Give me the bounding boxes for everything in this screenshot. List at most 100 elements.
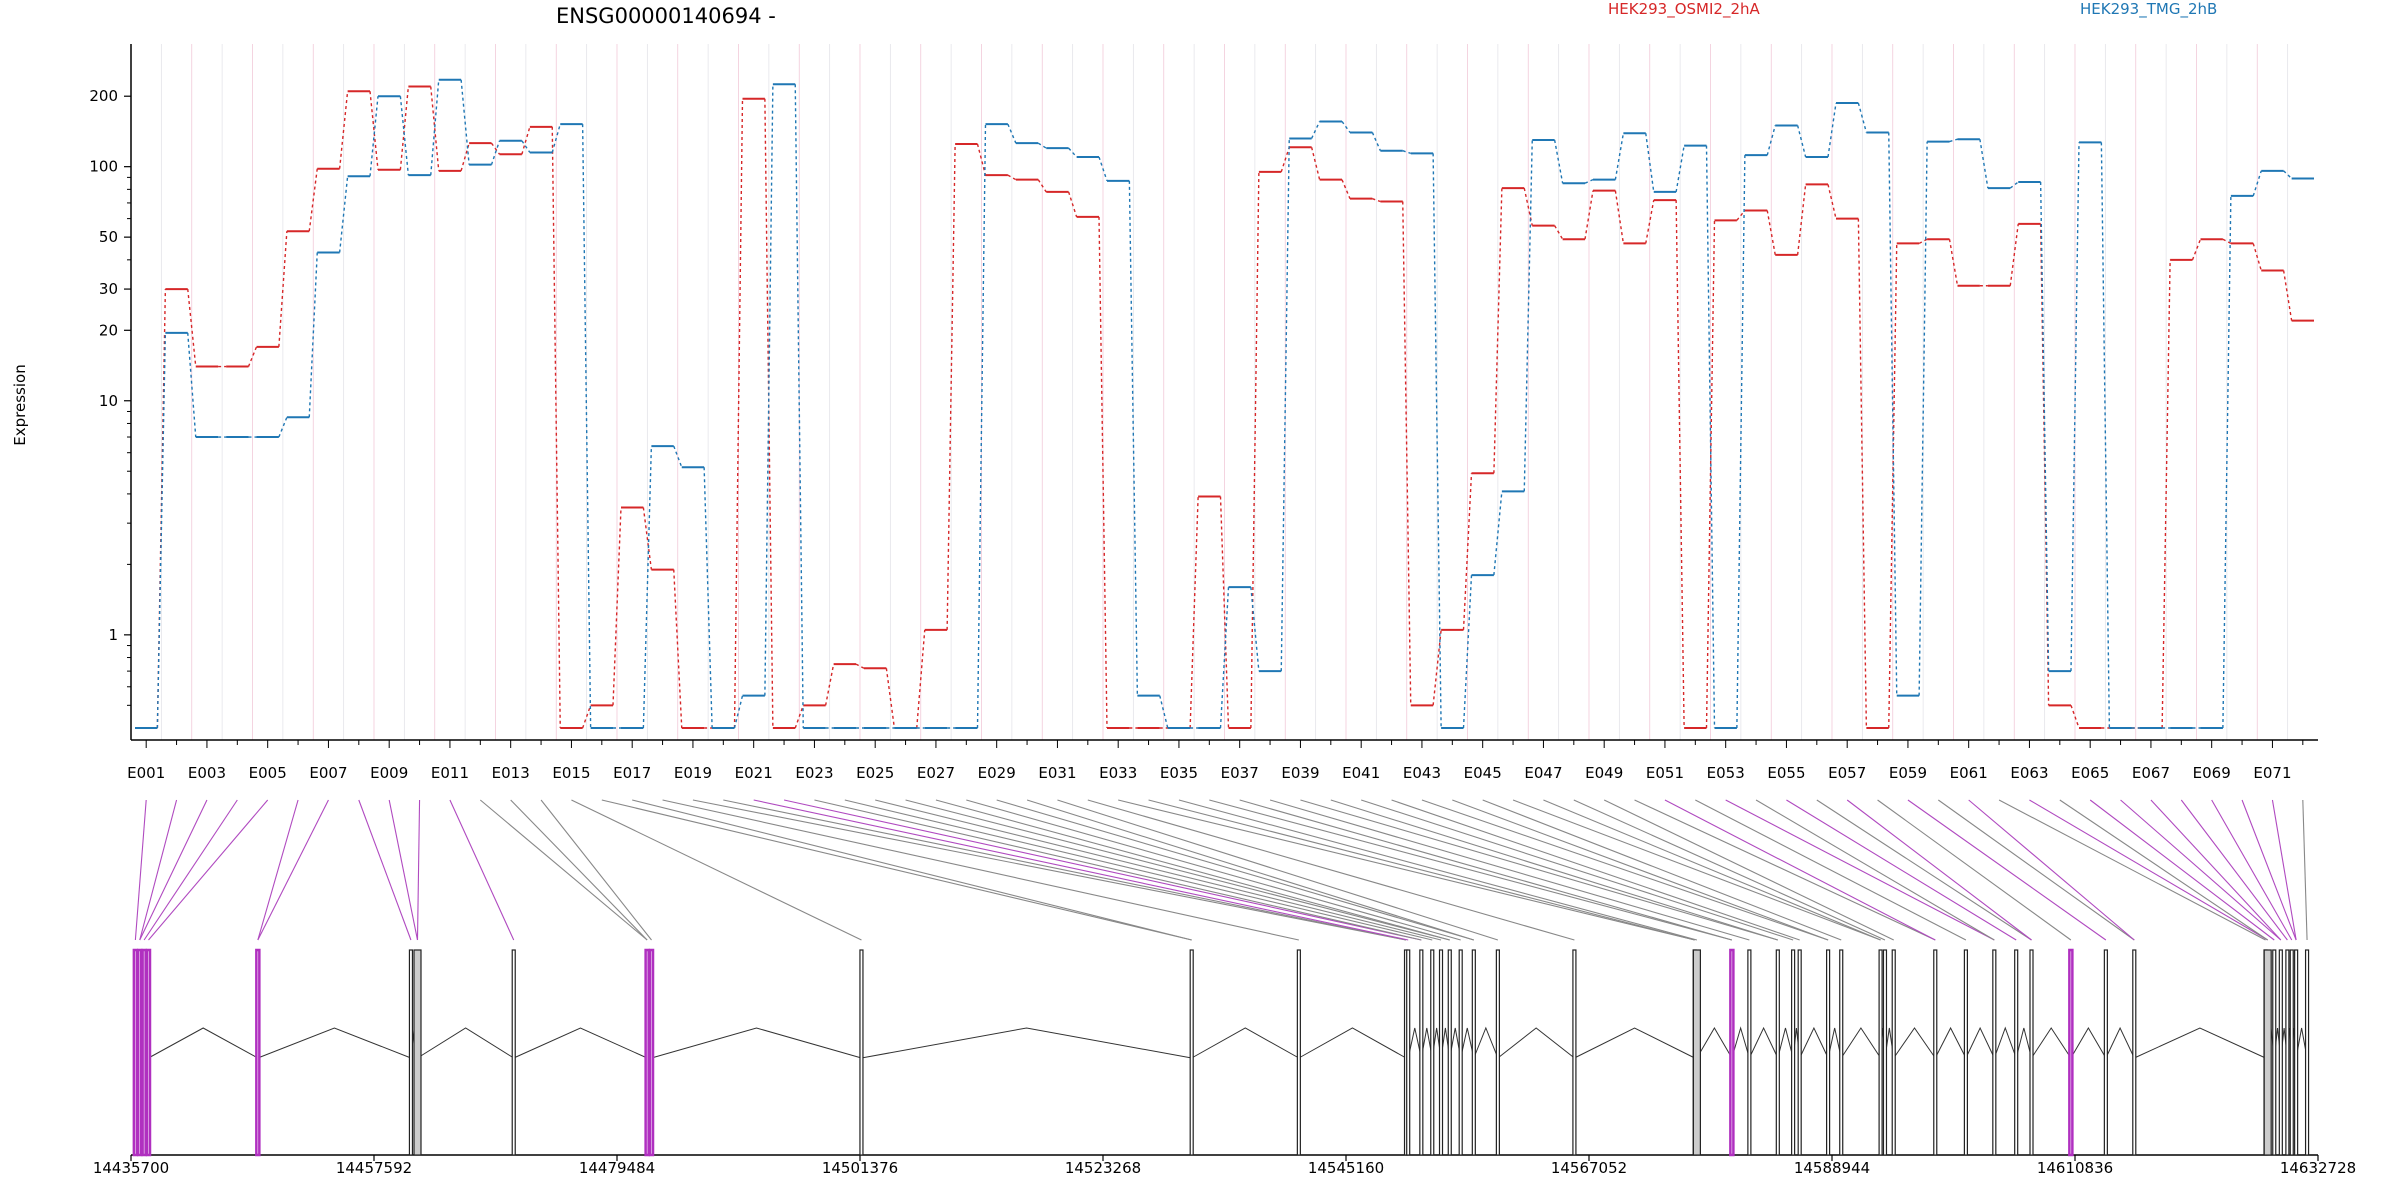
coordinate-tick-label: 14457592: [336, 1159, 412, 1177]
exon-box: [1447, 949, 1452, 1156]
exon-connector: [571, 799, 862, 941]
series-connector: [1523, 139, 1533, 492]
coordinate-tick-label: 14567052: [1551, 1159, 1627, 1177]
exon-connector: [510, 799, 648, 941]
exon-connector: [449, 799, 515, 941]
series-connector: [581, 705, 592, 729]
intron-line: [1965, 1026, 1995, 1059]
grid-layer: [160, 44, 2289, 740]
series-connector: [885, 668, 896, 729]
x-tick-label: E037: [1221, 764, 1259, 782]
intron-line: [1731, 1026, 1750, 1059]
chart-title: ENSG00000140694 -: [556, 4, 776, 28]
series-connector: [430, 86, 440, 171]
series-connector: [308, 168, 318, 232]
legend-entry-osmi2: HEK293_OSMI2_2hA: [1608, 0, 1761, 19]
series-connector: [1098, 216, 1108, 729]
exon-connector: [905, 799, 1450, 941]
series-connector: [521, 126, 531, 155]
series-connector: [946, 143, 956, 630]
intron-line: [2105, 1026, 2135, 1059]
axis-layer: [130, 44, 2318, 741]
x-tick-label: E033: [1099, 764, 1137, 782]
x-tick-label: E011: [431, 764, 469, 782]
series-connector: [1067, 191, 1078, 218]
series-connector: [1432, 629, 1442, 706]
series-connector: [399, 86, 410, 170]
intron-line: [2015, 1027, 2032, 1059]
coordinate-tick-label: 14632728: [2280, 1159, 2356, 1177]
exon-box: [1296, 949, 1301, 1156]
series-connector: [1462, 575, 1473, 729]
x-tick-label: E045: [1464, 764, 1502, 782]
exon-connector: [966, 799, 1461, 941]
exon-connector: [2302, 799, 2308, 941]
x-tick-label: E061: [1950, 764, 1988, 782]
exon-connector: [143, 799, 238, 941]
exon-box: [1495, 949, 1500, 1156]
series-connector: [1037, 179, 1047, 193]
series-connector: [278, 231, 288, 347]
exon-connector: [935, 799, 1450, 941]
x-tick-label: E065: [2071, 764, 2109, 782]
exon-box: [1692, 949, 1701, 1156]
series-connector: [399, 96, 410, 176]
exon-box: [1572, 949, 1577, 1156]
exon-box: [2278, 949, 2283, 1156]
exon-connector: [1421, 799, 1829, 941]
exon-connector: [257, 799, 299, 941]
x-tick-layer: E001 E003 E005 E007 E009 E011 E013 E015 E017 E019…: [127, 740, 2304, 782]
x-tick-label: E055: [1767, 764, 1805, 782]
exon-box: [136, 948, 143, 1157]
series-connector: [1675, 145, 1685, 193]
series-connector: [2222, 238, 2232, 245]
exon-box: [1882, 949, 1888, 1156]
exon-connector: [1452, 799, 1829, 941]
intron-line: [1840, 1027, 1882, 1059]
exon-connector: [139, 799, 178, 941]
x-tick-label: E017: [613, 764, 651, 782]
series-connector: [1857, 102, 1868, 133]
exon-connector: [257, 799, 329, 941]
x-tick-label: E007: [309, 764, 347, 782]
series-connector: [642, 446, 653, 729]
intron-line: [1298, 1027, 1407, 1059]
series-connector: [460, 79, 470, 165]
series-connector: [338, 176, 349, 253]
series-connector: [1645, 199, 1655, 244]
intron-line: [1827, 1027, 1842, 1059]
intron-line: [417, 1027, 514, 1059]
exon-box: [1471, 949, 1476, 1156]
exon-connector: [601, 799, 1192, 941]
exon-box: [2103, 949, 2108, 1156]
intron-line: [2031, 1027, 2072, 1059]
exon-connector: [632, 799, 1192, 941]
exon-box: [1797, 949, 1802, 1156]
series-connector: [794, 705, 804, 729]
series-connector: [1219, 496, 1230, 729]
exon-box: [648, 948, 655, 1157]
series-connector: [2070, 142, 2080, 672]
exon-connector: [358, 799, 412, 941]
exon-connector: [2271, 799, 2297, 941]
series-connector: [1250, 586, 1260, 672]
y-tick-label: 20: [99, 321, 118, 339]
series-connector: [1705, 145, 1716, 729]
intron-line: [1799, 1026, 1829, 1059]
x-tick-label: E023: [795, 764, 833, 782]
exon-box: [1189, 949, 1194, 1156]
x-tick-label: E059: [1889, 764, 1927, 782]
series-connector: [1857, 218, 1868, 729]
x-tick-label: E071: [2253, 764, 2291, 782]
series-connector: [2009, 223, 2019, 286]
series-connector: [1493, 491, 1503, 576]
series-connector: [1705, 220, 1716, 729]
series-connector: [824, 663, 835, 706]
exon-connector: [1269, 799, 1750, 941]
y-tick-layer: 1 10 20 30 50 100 200: [89, 87, 131, 706]
series-connector: [1918, 238, 1928, 245]
series-connector: [1007, 174, 1017, 181]
exon-connector: [783, 799, 1422, 941]
series-connector: [794, 84, 804, 729]
series-connector: [1189, 496, 1199, 729]
